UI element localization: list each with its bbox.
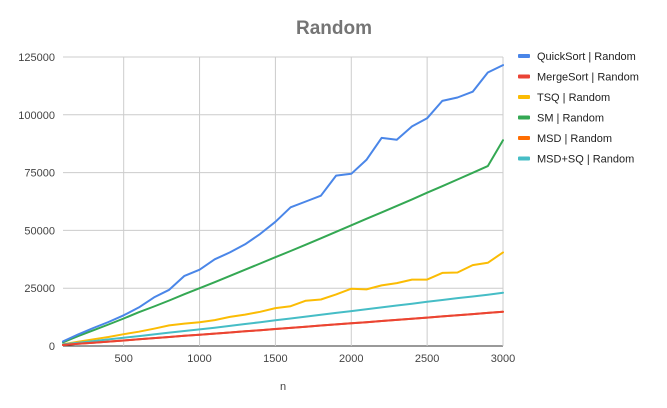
- legend-swatch: [518, 156, 530, 161]
- x-tick-label: 500: [115, 353, 133, 365]
- y-tick-label: 75000: [24, 168, 55, 180]
- y-tick-labels: 0 25000 50000 75000 100000 125000: [18, 52, 55, 353]
- y-tick-label: 50000: [24, 225, 55, 237]
- legend-label: SM | Random: [537, 113, 604, 125]
- x-tick-label: 2000: [339, 353, 363, 365]
- legend-label: QuickSort | Random: [537, 51, 636, 63]
- legend-label: MergeSort | Random: [537, 72, 639, 84]
- series-lines: [62, 64, 504, 346]
- x-tick-label: 1000: [187, 353, 211, 365]
- legend: QuickSort | Random MergeSort | Random TSQ …: [518, 51, 639, 166]
- gridlines: [63, 56, 504, 347]
- x-tick-label: 3000: [491, 353, 515, 365]
- series-line-1: [62, 310, 504, 346]
- y-tick-label: 25000: [24, 283, 55, 295]
- legend-label: TSQ | Random: [537, 92, 610, 104]
- legend-label: MSD+SQ | Random: [537, 154, 634, 166]
- y-tick-label: 125000: [18, 52, 55, 64]
- series-line-3: [62, 139, 504, 344]
- series-line-5: [62, 291, 504, 346]
- series-line-2: [62, 251, 504, 346]
- legend-swatch: [518, 74, 530, 79]
- legend-swatch: [518, 115, 530, 120]
- series-line-0: [62, 64, 504, 343]
- legend-label: MSD | Random: [537, 133, 612, 145]
- x-axis-title: n: [280, 381, 286, 393]
- legend-swatch: [518, 54, 530, 58]
- legend-swatch: [518, 95, 530, 99]
- chart-title: Random: [296, 18, 372, 39]
- x-tick-label: 1500: [263, 353, 287, 365]
- legend-swatch: [518, 136, 530, 140]
- x-tick-label: 2500: [415, 353, 439, 365]
- y-tick-label: 0: [49, 341, 55, 353]
- y-tick-label: 100000: [18, 110, 55, 122]
- x-tick-labels: 500 1000 1500 2000 2500 3000: [115, 353, 516, 365]
